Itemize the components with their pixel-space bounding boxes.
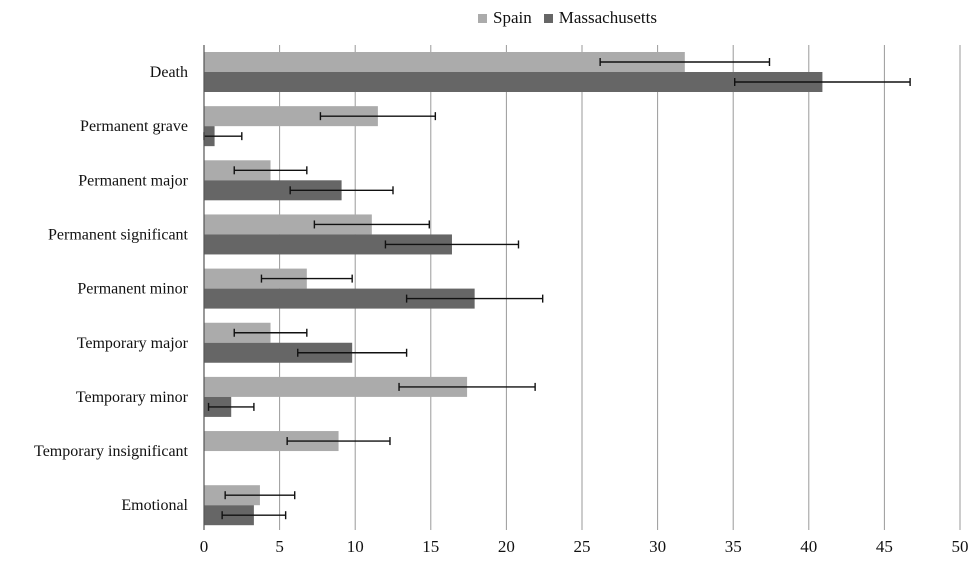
bar-massachusetts-4 (204, 288, 475, 309)
category-label: Death (150, 64, 188, 81)
category-label: Emotional (121, 497, 188, 514)
x-tick-label: 0 (200, 537, 209, 556)
bar-spain-7 (204, 431, 339, 452)
legend-swatch-massachusetts (543, 13, 553, 23)
category-label: Temporary insignificant (34, 443, 189, 460)
chart-legend: Spain Massachusetts (478, 8, 669, 28)
x-tick-label: 15 (422, 537, 439, 556)
legend-label-spain: Spain (493, 8, 532, 27)
bar-spain-0 (204, 52, 685, 72)
category-label: Permanent significant (48, 226, 189, 243)
x-tick-label: 50 (952, 537, 969, 556)
bar-spain-6 (204, 376, 468, 397)
category-label: Permanent major (78, 172, 188, 189)
category-label: Temporary minor (76, 389, 189, 406)
category-label: Permanent minor (77, 281, 188, 298)
bar-massachusetts-2 (204, 180, 342, 201)
bar-massachusetts-3 (204, 234, 452, 255)
x-tick-label: 25 (574, 537, 591, 556)
bar-spain-1 (204, 106, 378, 127)
x-tick-label: 20 (498, 537, 515, 556)
x-tick-label: 5 (275, 537, 284, 556)
x-tick-label: 35 (725, 537, 742, 556)
bar-spain-4 (204, 268, 307, 289)
bar-massachusetts-5 (204, 342, 353, 363)
category-label: Permanent grave (80, 118, 188, 135)
category-label: Temporary major (77, 335, 189, 352)
legend-item-spain: Spain (478, 8, 532, 28)
legend-label-massachusetts: Massachusetts (558, 8, 657, 27)
bar-massachusetts-0 (204, 72, 823, 92)
x-tick-label: 10 (347, 537, 364, 556)
x-tick-label: 45 (876, 537, 893, 556)
legend-swatch-spain (478, 13, 487, 23)
bar-spain-3 (204, 214, 372, 235)
x-tick-label: 30 (649, 537, 666, 556)
x-tick-label: 40 (800, 537, 817, 556)
legend-item-massachusetts: Massachusetts (543, 8, 657, 28)
